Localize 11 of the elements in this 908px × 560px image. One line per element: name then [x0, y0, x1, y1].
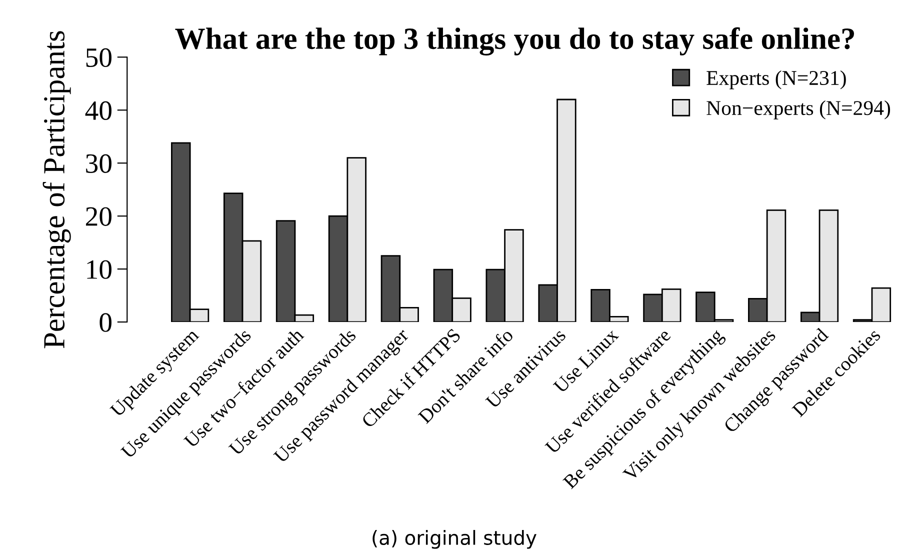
- y-tick-label: 40: [85, 101, 112, 120]
- y-axis-title: Percentage of Participants: [42, 31, 71, 348]
- y-tick-label: 50: [86, 48, 112, 68]
- y-tick-label: 0: [100, 313, 112, 332]
- legend-label: Non−experts (N=294): [706, 100, 890, 120]
- y-tick-label: 20: [86, 207, 112, 226]
- y-tick-label: 30: [86, 154, 112, 173]
- chart-title: What are the top 3 things you do to stay safe online?: [175, 27, 854, 56]
- text: (a) original study: [372, 530, 536, 549]
- legend-label: Experts (N=231): [706, 70, 846, 90]
- y-tick-label: 10: [87, 260, 112, 279]
